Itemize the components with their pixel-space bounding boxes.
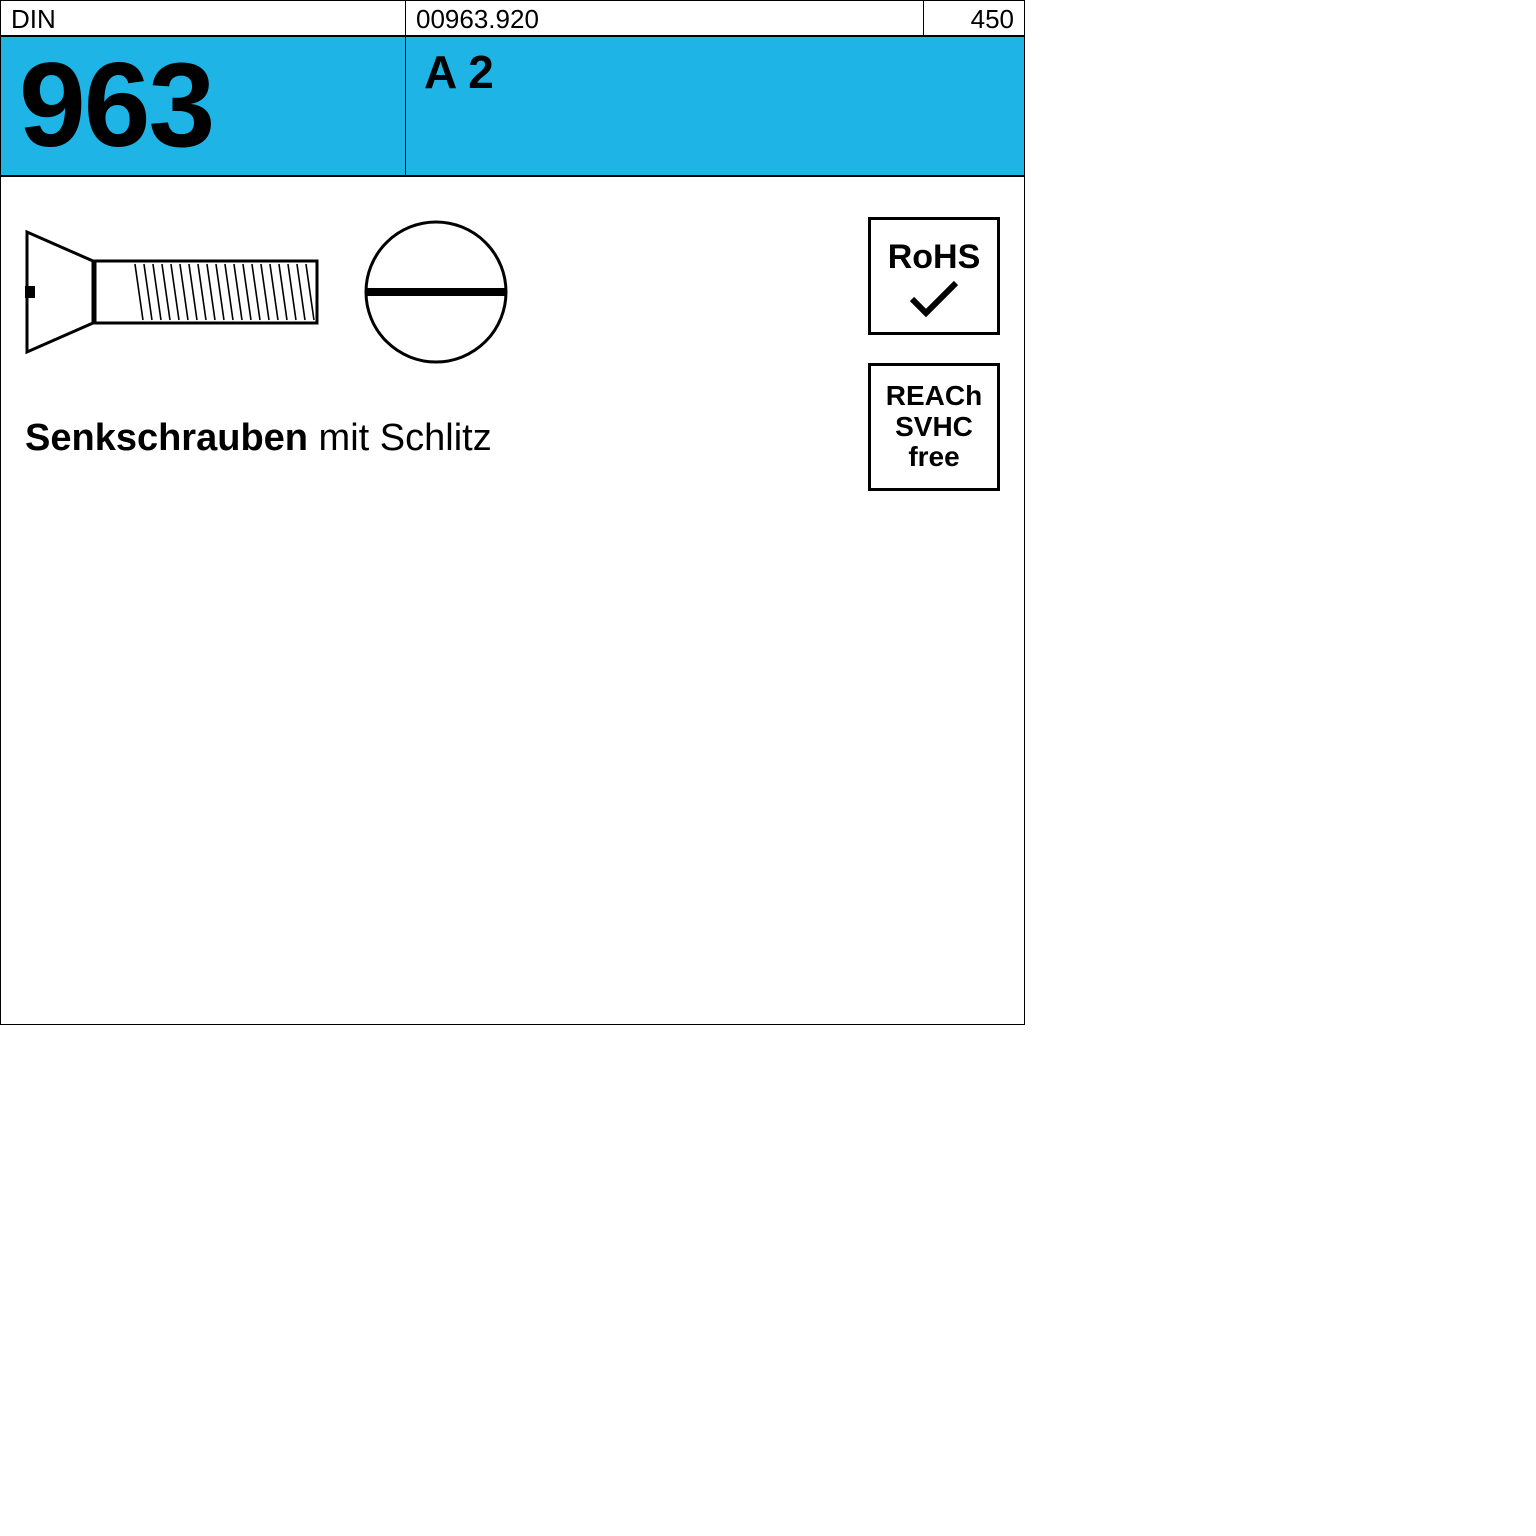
header-article: 00963.920 (406, 1, 924, 35)
reach-line2: SVHC (895, 412, 973, 443)
body-area: Senkschrauben mit Schlitz RoHS REACh SVH… (1, 177, 1024, 460)
screw-side-view-icon (25, 222, 325, 362)
reach-badge: REACh SVHC free (868, 363, 1000, 491)
check-icon (906, 277, 962, 321)
din-number: 963 (1, 37, 406, 175)
datasheet-frame: DIN 00963.920 450 963 A 2 Senkschrauben … (0, 0, 1025, 1025)
description-bold: Senkschrauben (25, 417, 308, 459)
reach-line1: REACh (886, 381, 982, 412)
material-code: A 2 (406, 37, 1024, 175)
title-band: 963 A 2 (1, 37, 1024, 177)
compliance-badges: RoHS REACh SVHC free (868, 217, 1000, 491)
screw-front-view-icon (361, 217, 511, 367)
header-standard: DIN (1, 1, 406, 35)
illustration-row (25, 217, 1000, 367)
header-page: 450 (924, 1, 1024, 35)
rohs-label: RoHS (888, 232, 981, 277)
product-description: Senkschrauben mit Schlitz (25, 417, 1000, 460)
description-rest: mit Schlitz (308, 417, 492, 459)
rohs-badge: RoHS (868, 217, 1000, 335)
reach-line3: free (908, 442, 959, 473)
header-row: DIN 00963.920 450 (1, 1, 1024, 37)
